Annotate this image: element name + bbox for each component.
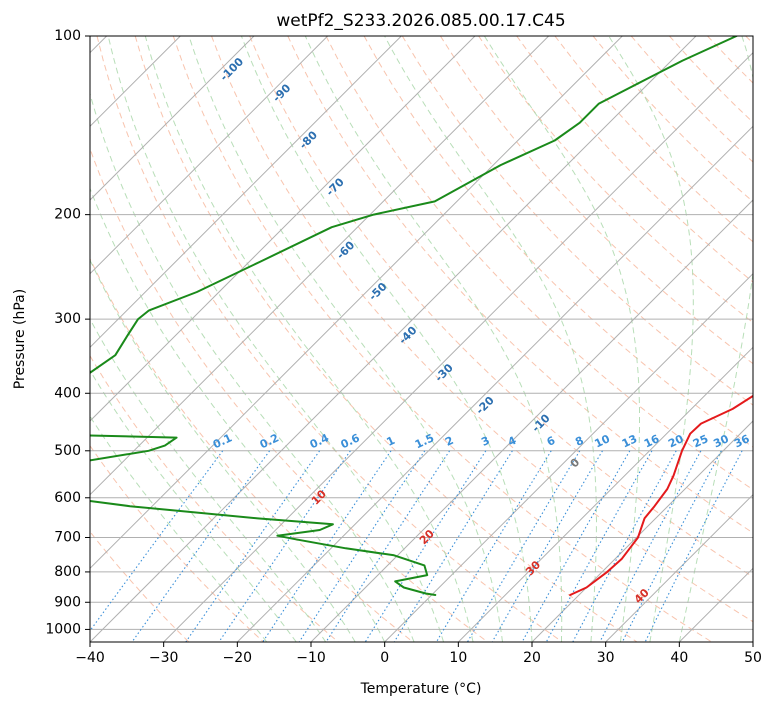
- sounding-series: [90, 36, 753, 596]
- isotherm-line: [163, 51, 753, 642]
- y-axis-label: Pressure (hPa): [12, 289, 28, 389]
- y-tick-label: 300: [54, 311, 81, 327]
- moist-adiabat-line: [90, 187, 386, 642]
- mixing-ratio-line: [185, 450, 321, 642]
- x-tick-label: 40: [670, 650, 688, 666]
- x-tick-label: 30: [597, 650, 615, 666]
- plot-area: -100-90-80-70-60-50-40-30-20-10010203040…: [90, 36, 753, 642]
- mixing-ratio-line: [545, 450, 653, 642]
- dry-adiabat-line: [439, 36, 753, 365]
- moist-adiabat-line: [384, 36, 597, 642]
- dewpoint-profile: [90, 36, 738, 596]
- mixing-ratio-line: [298, 450, 426, 642]
- y-tick-label: 900: [54, 594, 81, 610]
- mixing-ratio-label: 13: [620, 432, 639, 450]
- mixing-ratio-label: 16: [642, 432, 662, 450]
- isotherm-line: [236, 125, 753, 642]
- isotherm-line: [90, 36, 329, 275]
- isotherms: [90, 36, 753, 642]
- dry-adiabat-line: [96, 36, 563, 642]
- dry-adiabat-line: [90, 444, 264, 642]
- moist-adiabat-line: [240, 36, 533, 642]
- mixing-ratio-line: [521, 450, 631, 642]
- mixing-ratio-line: [621, 450, 722, 642]
- moist-adiabat-line: [304, 36, 563, 642]
- mixing-ratio-line: [393, 450, 513, 642]
- y-tick-label: 600: [54, 490, 81, 506]
- y-tick-label: 700: [54, 530, 81, 546]
- isotherm-line: [90, 36, 623, 570]
- moist-adiabat-line: [90, 258, 356, 642]
- x-tick-label: −30: [149, 650, 179, 666]
- isotherm-line: [90, 36, 476, 422]
- x-tick-label: 10: [449, 650, 467, 666]
- dry-adiabat-line: [211, 36, 753, 623]
- y-tick-label: 100: [54, 28, 81, 44]
- moist-adiabat-line: [188, 36, 503, 642]
- dry-adiabat-line: [249, 36, 753, 578]
- y-tick-label: 800: [54, 564, 81, 580]
- moist-adiabat-line: [483, 36, 640, 642]
- isotherm-line: [90, 36, 697, 642]
- isotherm-line: [384, 272, 753, 642]
- isotherm-line: [90, 36, 550, 496]
- x-tick-label: 20: [523, 650, 541, 666]
- x-tick-label: −10: [296, 650, 326, 666]
- mixing-ratio-line: [262, 450, 392, 642]
- mixing-ratio-line: [572, 450, 677, 642]
- dry-adiabat-line: [90, 147, 488, 642]
- mixing-ratio-label: 30: [711, 432, 731, 450]
- dry-adiabat-line: [134, 36, 638, 642]
- mixing-ratio-label: 20: [666, 432, 686, 450]
- isotherm-line: [90, 36, 402, 349]
- y-tick-label: 500: [54, 443, 81, 459]
- dry-adiabat-line: [325, 36, 753, 491]
- x-axis: −40 −30 −20 −10 0 10 20 30 40 50: [75, 642, 762, 666]
- moist-adiabat-line: [90, 369, 297, 642]
- mixing-ratio-line: [599, 450, 702, 642]
- mixing-ratio-line: [90, 450, 224, 632]
- x-tick-label: −20: [223, 650, 253, 666]
- temperature-profile: [569, 394, 753, 596]
- mixing-ratio-line: [435, 450, 552, 642]
- mixing-ratio-label: 25: [691, 432, 710, 450]
- y-axis: 100 200 300 400 500 600 700 800 900 1000: [45, 28, 90, 637]
- dry-adiabat-line: [90, 354, 339, 642]
- moist-adiabat-line: [90, 318, 327, 642]
- mixing-ratio-line: [644, 450, 743, 642]
- x-tick-label: 0: [380, 650, 389, 666]
- chart-title: wetPf2_S233.2026.085.00.17.C45: [276, 11, 565, 31]
- mixing-ratio-line: [218, 450, 351, 642]
- moist-adiabat-line: [608, 36, 694, 642]
- moist-adiabat-line: [107, 36, 445, 642]
- x-axis-label: Temperature (°C): [360, 681, 482, 697]
- y-tick-label: 1000: [45, 621, 81, 637]
- isotherm-line: [310, 199, 753, 642]
- moist-adiabat-line: [144, 36, 474, 642]
- mixing-ratio-label: 10: [593, 432, 613, 450]
- mixing-ratio-lines: [90, 450, 743, 642]
- y-tick-label: 400: [54, 385, 81, 401]
- x-tick-label: −40: [75, 650, 105, 666]
- plot-frame: [89, 35, 754, 643]
- isotherm-line: [90, 36, 255, 201]
- isotherm-line: [457, 346, 753, 642]
- dry-adiabats: [90, 36, 753, 642]
- moist-adiabat-line: [678, 36, 753, 642]
- isotherm-line: [531, 420, 753, 642]
- isotherm-line: [605, 493, 753, 642]
- dry-adiabat-line: [478, 36, 753, 324]
- mixing-ratio-label: 36: [732, 432, 752, 450]
- x-tick-label: 50: [744, 650, 762, 666]
- pressure-gridlines: [90, 36, 753, 630]
- moist-adiabat-line: [90, 415, 268, 642]
- y-tick-label: 200: [54, 207, 81, 223]
